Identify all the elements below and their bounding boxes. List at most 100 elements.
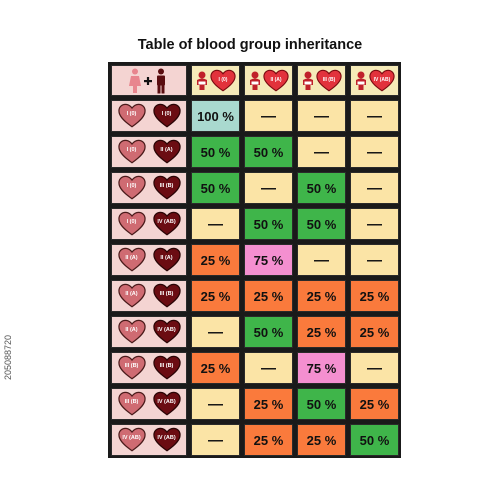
parents-cell-row-6: II (A) III (B) xyxy=(111,280,187,312)
probability-cell: — xyxy=(244,100,293,132)
blood-group-label: IV (AB) xyxy=(157,327,176,333)
probability-cell: — xyxy=(244,172,293,204)
probability-cell: 25 % xyxy=(297,316,346,348)
heart-icon: II (A) xyxy=(152,139,181,165)
blood-group-label: III (B) xyxy=(159,291,174,297)
column-header-1: I (0) xyxy=(191,65,240,96)
heart-icon: II (A) xyxy=(117,319,146,345)
heart-icon: II (A) xyxy=(152,247,181,273)
heart-icon: II (A) xyxy=(117,247,146,273)
blood-group-label: III (B) xyxy=(124,399,139,405)
probability-cell: 25 % xyxy=(350,280,399,312)
probability-cell: — xyxy=(350,136,399,168)
blood-group-label: III (B) xyxy=(159,363,174,369)
probability-cell: — xyxy=(297,244,346,276)
blood-group-label: I (0) xyxy=(161,111,172,117)
heart-icon: III (B) xyxy=(152,175,181,201)
blood-group-label: II (A) xyxy=(125,255,138,261)
blood-group-label: II (A) xyxy=(125,291,138,297)
blood-group-label: IV (AB) xyxy=(157,219,176,225)
probability-cell: 25 % xyxy=(350,388,399,420)
baby-icon xyxy=(354,71,368,91)
probability-cell: — xyxy=(350,208,399,240)
parents-cell-row-3: I (0) III (B) xyxy=(111,172,187,204)
blood-group-label: II (A) xyxy=(125,327,138,333)
probability-cell: 50 % xyxy=(244,316,293,348)
blood-group-label: I (0) xyxy=(218,76,228,83)
probability-cell: — xyxy=(350,100,399,132)
probability-cell: 75 % xyxy=(244,244,293,276)
parents-cell-row-5: II (A) II (A) xyxy=(111,244,187,276)
probability-cell: — xyxy=(297,100,346,132)
probability-cell: 75 % xyxy=(297,352,346,384)
blood-group-label: III (B) xyxy=(159,183,174,189)
blood-group-label: I (0) xyxy=(126,219,137,225)
baby-icon xyxy=(195,71,209,91)
column-header-3: III (B) xyxy=(297,65,346,96)
heart-icon: IV (AB) xyxy=(152,427,181,453)
heart-icon: IV (AB) xyxy=(152,211,181,237)
baby-icon xyxy=(248,71,262,91)
probability-cell: — xyxy=(350,352,399,384)
heart-icon: I (0) xyxy=(117,175,146,201)
heart-icon: IV (AB) xyxy=(152,319,181,345)
probability-cell: 50 % xyxy=(191,136,240,168)
parents-cell-row-10: IV (AB) IV (AB) xyxy=(111,424,187,456)
heart-icon: II (A) xyxy=(263,69,289,93)
heart-icon: I (0) xyxy=(117,211,146,237)
heart-icon: III (B) xyxy=(152,355,181,381)
probability-cell: 50 % xyxy=(297,208,346,240)
probability-cell: — xyxy=(191,316,240,348)
parents-header-cell xyxy=(111,65,187,96)
blood-group-label: III (B) xyxy=(124,363,139,369)
blood-group-label: IV (AB) xyxy=(157,399,176,405)
heart-icon: IV (AB) xyxy=(152,391,181,417)
probability-cell: 25 % xyxy=(297,424,346,456)
parents-cell-row-7: II (A) IV (AB) xyxy=(111,316,187,348)
probability-cell: 25 % xyxy=(191,244,240,276)
probability-cell: 100 % xyxy=(191,100,240,132)
blood-group-label: IV (AB) xyxy=(373,76,391,83)
blood-group-label: II (A) xyxy=(160,255,173,261)
probability-cell: — xyxy=(244,352,293,384)
table-title: Table of blood group inheritance xyxy=(137,37,363,53)
blood-group-label: I (0) xyxy=(126,111,137,117)
probability-cell: 25 % xyxy=(244,280,293,312)
stock-id-text: 205088720 xyxy=(3,334,13,380)
probability-cell: — xyxy=(191,208,240,240)
probability-cell: — xyxy=(350,172,399,204)
parents-cell-row-2: I (0) II (A) xyxy=(111,136,187,168)
probability-cell: 25 % xyxy=(244,424,293,456)
probability-cell: 50 % xyxy=(350,424,399,456)
heart-icon: III (B) xyxy=(152,283,181,309)
probability-cell: — xyxy=(350,244,399,276)
parents-cell-row-9: III (B) IV (AB) xyxy=(111,388,187,420)
blood-group-label: IV (AB) xyxy=(122,435,141,441)
parents-cell-row-4: I (0) IV (AB) xyxy=(111,208,187,240)
probability-cell: 50 % xyxy=(244,136,293,168)
probability-cell: — xyxy=(191,424,240,456)
blood-group-label: I (0) xyxy=(126,183,137,189)
probability-cell: — xyxy=(191,388,240,420)
probability-cell: — xyxy=(297,136,346,168)
parents-cell-row-1: I (0) I (0) xyxy=(111,100,187,132)
probability-cell: 50 % xyxy=(297,172,346,204)
blood-group-label: IV (AB) xyxy=(157,435,176,441)
column-header-2: II (A) xyxy=(244,65,293,96)
probability-cell: 25 % xyxy=(244,388,293,420)
heart-icon: III (B) xyxy=(117,391,146,417)
heart-icon: IV (AB) xyxy=(117,427,146,453)
heart-icon: III (B) xyxy=(117,355,146,381)
baby-icon xyxy=(301,71,315,91)
heart-icon: I (0) xyxy=(117,139,146,165)
probability-cell: 25 % xyxy=(350,316,399,348)
heart-icon: I (0) xyxy=(152,103,181,129)
probability-cell: 25 % xyxy=(191,352,240,384)
heart-icon: IV (AB) xyxy=(369,69,395,93)
heart-icon: III (B) xyxy=(316,69,342,93)
probability-cell: 50 % xyxy=(244,208,293,240)
blood-group-label: III (B) xyxy=(322,76,336,83)
heart-icon: I (0) xyxy=(210,69,236,93)
probability-cell: 25 % xyxy=(297,280,346,312)
heart-icon: I (0) xyxy=(117,103,146,129)
